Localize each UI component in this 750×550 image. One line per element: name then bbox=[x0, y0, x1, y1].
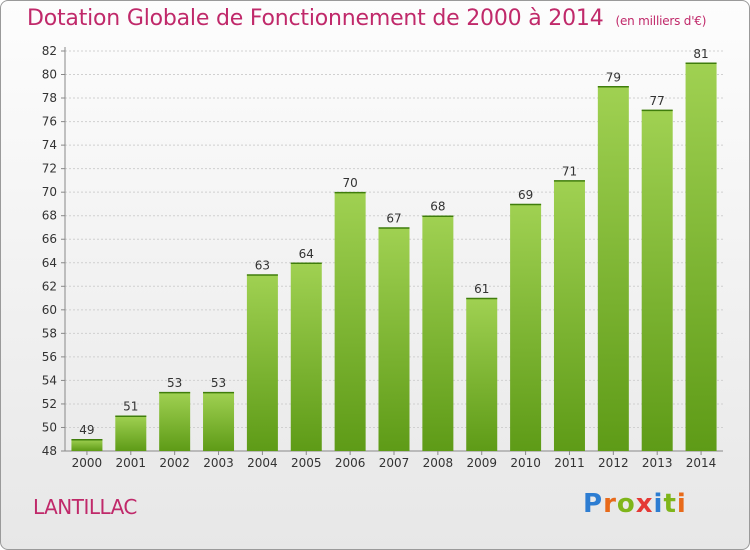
y-tick-label: 80 bbox=[42, 68, 57, 82]
x-tick-label: 2003 bbox=[203, 456, 234, 470]
x-tick-label: 2005 bbox=[291, 456, 322, 470]
logo-letter: i bbox=[653, 489, 664, 519]
title-text: Dotation Globale de Fonctionnement de 20… bbox=[27, 6, 604, 31]
data-label: 69 bbox=[518, 188, 533, 202]
data-label: 77 bbox=[650, 94, 665, 108]
x-tick-label: 2010 bbox=[510, 456, 541, 470]
x-tick-label: 2007 bbox=[379, 456, 410, 470]
bar-2012 bbox=[597, 86, 629, 451]
y-tick-label: 72 bbox=[42, 162, 57, 176]
x-tick-label: 2014 bbox=[686, 456, 717, 470]
y-tick-label: 64 bbox=[42, 256, 57, 270]
y-tick-label: 54 bbox=[42, 373, 57, 387]
data-label: 71 bbox=[562, 164, 577, 178]
data-label: 53 bbox=[167, 376, 182, 390]
y-tick-label: 70 bbox=[42, 185, 57, 199]
logo-letter: r bbox=[603, 489, 617, 519]
proxiti-logo: Proxiti bbox=[583, 489, 687, 519]
x-tick-label: 2002 bbox=[159, 456, 190, 470]
y-tick-label: 78 bbox=[42, 91, 57, 105]
x-tick-label: 2001 bbox=[116, 456, 147, 470]
logo-letter: x bbox=[635, 489, 654, 519]
logo-letter: t bbox=[663, 489, 677, 519]
y-tick-label: 62 bbox=[42, 279, 57, 293]
logo-letter: P bbox=[583, 489, 604, 519]
data-label: 61 bbox=[474, 282, 489, 296]
data-label: 64 bbox=[299, 247, 314, 261]
x-tick-label: 2013 bbox=[642, 456, 673, 470]
bar-2006 bbox=[334, 192, 366, 452]
x-tick-label: 2012 bbox=[598, 456, 629, 470]
bar-2007 bbox=[378, 227, 410, 451]
data-label: 51 bbox=[123, 400, 138, 414]
bar-2011 bbox=[553, 180, 585, 452]
bar-2008 bbox=[422, 215, 454, 451]
bar-2010 bbox=[510, 203, 542, 451]
y-tick-label: 52 bbox=[42, 397, 57, 411]
x-tick-label: 2011 bbox=[554, 456, 585, 470]
y-tick-label: 74 bbox=[42, 138, 57, 152]
data-label: 63 bbox=[255, 259, 270, 273]
y-tick-label: 50 bbox=[42, 420, 57, 434]
data-label: 70 bbox=[342, 176, 357, 190]
x-tick-label: 2009 bbox=[466, 456, 497, 470]
bar-2003 bbox=[203, 392, 235, 451]
bar-2000 bbox=[71, 439, 103, 451]
y-tick-label: 56 bbox=[42, 350, 57, 364]
bar-2005 bbox=[290, 262, 322, 451]
logo-letter: i bbox=[676, 489, 687, 519]
bars bbox=[71, 62, 717, 452]
x-tick-label: 2006 bbox=[335, 456, 366, 470]
y-tick-label: 76 bbox=[42, 115, 57, 129]
bar-2001 bbox=[115, 415, 147, 451]
data-labels: 49 51 53 53 63 64 70 67 68 61 69 71 79 77 81 bbox=[79, 47, 708, 437]
data-label: 79 bbox=[606, 70, 621, 84]
y-tick-label: 82 bbox=[42, 44, 57, 58]
data-label: 68 bbox=[430, 200, 445, 214]
chart-title: Dotation Globale de Fonctionnement de 20… bbox=[27, 6, 706, 31]
y-tick-label: 48 bbox=[42, 444, 57, 458]
data-label: 67 bbox=[386, 211, 401, 225]
data-label: 81 bbox=[693, 47, 708, 61]
bar-2014 bbox=[685, 62, 717, 451]
bar-2013 bbox=[641, 109, 673, 451]
bar-2004 bbox=[246, 274, 278, 451]
bar-2002 bbox=[159, 392, 191, 451]
data-label: 53 bbox=[211, 376, 226, 390]
x-tick-label: 2008 bbox=[423, 456, 454, 470]
x-tick-label: 2000 bbox=[72, 456, 103, 470]
y-tick-label: 60 bbox=[42, 303, 57, 317]
data-label: 49 bbox=[79, 423, 94, 437]
y-tick-label: 68 bbox=[42, 209, 57, 223]
bar-2009 bbox=[466, 298, 498, 451]
x-tick-label: 2004 bbox=[247, 456, 278, 470]
y-tick-label: 66 bbox=[42, 232, 57, 246]
y-tick-label: 58 bbox=[42, 326, 57, 340]
unit-label: (en milliers d'€) bbox=[615, 14, 707, 28]
commune-name: LANTILLAC bbox=[33, 495, 137, 519]
logo-letter: o bbox=[616, 489, 636, 519]
